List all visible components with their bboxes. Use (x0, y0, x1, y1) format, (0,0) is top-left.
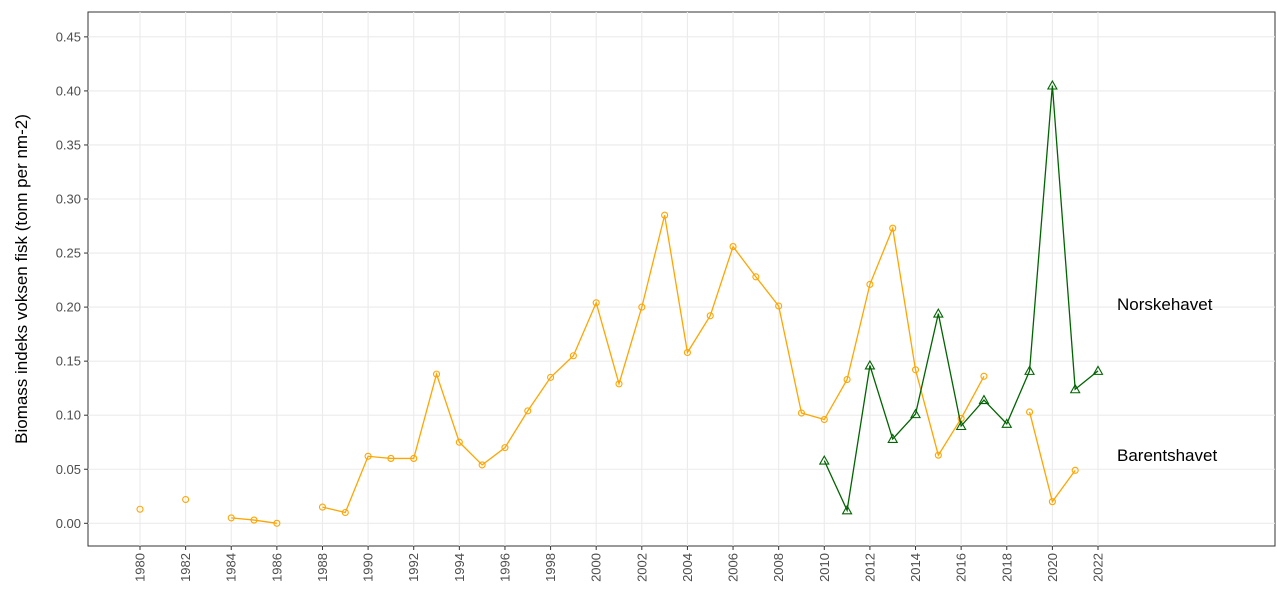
x-tick-label: 1992 (406, 553, 421, 582)
x-tick-label: 1998 (543, 553, 558, 582)
y-tick-label: 0.30 (56, 192, 81, 207)
x-tick-label: 2008 (771, 553, 786, 582)
point (683, 348, 691, 357)
point (547, 373, 555, 381)
x-tick-label: 1994 (452, 553, 467, 582)
point (569, 352, 577, 360)
point (638, 303, 646, 311)
point (752, 273, 760, 281)
point (1024, 365, 1036, 375)
x-tick-label: 1982 (178, 553, 193, 582)
x-tick-label: 2006 (726, 553, 741, 582)
x-tick-label: 1990 (361, 553, 376, 582)
point (843, 375, 851, 384)
y-tick-label: 0.40 (56, 83, 81, 98)
point (955, 420, 967, 431)
point (273, 519, 281, 527)
x-tick-label: 1996 (497, 553, 512, 582)
point (841, 504, 853, 515)
point (1092, 365, 1104, 375)
x-tick-label: 1980 (133, 553, 148, 582)
point (250, 516, 258, 524)
point (729, 243, 737, 251)
point (364, 452, 372, 460)
point (478, 461, 486, 469)
y-tick-label: 0.05 (56, 462, 81, 477)
point (797, 409, 806, 417)
point (501, 444, 509, 452)
x-tick-label: 2014 (908, 553, 923, 582)
x-tick-label: 2012 (862, 553, 877, 582)
point (910, 408, 921, 419)
y-axis-label: Biomass indeks voksen fisk (tonn per nm-… (12, 114, 31, 444)
x-tick-label: 2004 (680, 553, 695, 582)
series-label: Norskehavet (1117, 295, 1213, 314)
y-tick-label: 0.10 (56, 408, 81, 423)
series-line (231, 215, 1076, 524)
point (980, 372, 988, 380)
point (1071, 466, 1079, 474)
point (387, 454, 395, 462)
point (455, 438, 463, 446)
point (911, 366, 920, 374)
x-tick-label: 2022 (1090, 553, 1105, 582)
y-tick-label: 0.25 (56, 246, 81, 261)
y-tick-label: 0.45 (56, 29, 81, 44)
point (932, 307, 944, 318)
point (1048, 498, 1056, 506)
point (318, 503, 327, 511)
point (1069, 383, 1081, 394)
x-tick-label: 2002 (634, 553, 649, 582)
point (978, 394, 990, 405)
point (661, 211, 669, 219)
x-tick-label: 2018 (999, 553, 1014, 582)
point (592, 299, 600, 307)
point (775, 302, 783, 310)
point (341, 508, 349, 517)
y-tick-label: 0.35 (56, 137, 81, 152)
point (887, 433, 899, 444)
point (524, 407, 532, 415)
point (432, 370, 441, 378)
point (1026, 408, 1034, 416)
plot-panel (87, 11, 1276, 547)
x-tick-label: 2000 (589, 553, 604, 582)
grid (88, 12, 1275, 546)
x-tick-label: 2010 (817, 553, 832, 582)
point (615, 380, 623, 388)
point (934, 451, 942, 459)
x-tick-label: 1986 (269, 553, 284, 582)
point (1001, 418, 1013, 428)
point (706, 312, 714, 320)
point (818, 454, 830, 465)
x-tick-label: 2020 (1045, 553, 1060, 582)
point (136, 505, 144, 513)
point (889, 224, 897, 232)
series-line (823, 85, 1099, 513)
point (1046, 79, 1058, 90)
x-tick-label: 1984 (224, 553, 239, 582)
x-tick-label: 2016 (954, 553, 969, 582)
y-tick-label: 0.15 (56, 354, 81, 369)
point (866, 280, 874, 288)
point (410, 454, 418, 462)
x-tick-label: 1988 (315, 553, 330, 582)
y-tick-label: 0.20 (56, 300, 81, 315)
point (182, 495, 190, 504)
series-label: Barentshavet (1117, 446, 1217, 465)
y-tick-label: 0.00 (56, 516, 81, 531)
point (227, 514, 235, 522)
point (864, 359, 876, 370)
point (820, 415, 828, 424)
